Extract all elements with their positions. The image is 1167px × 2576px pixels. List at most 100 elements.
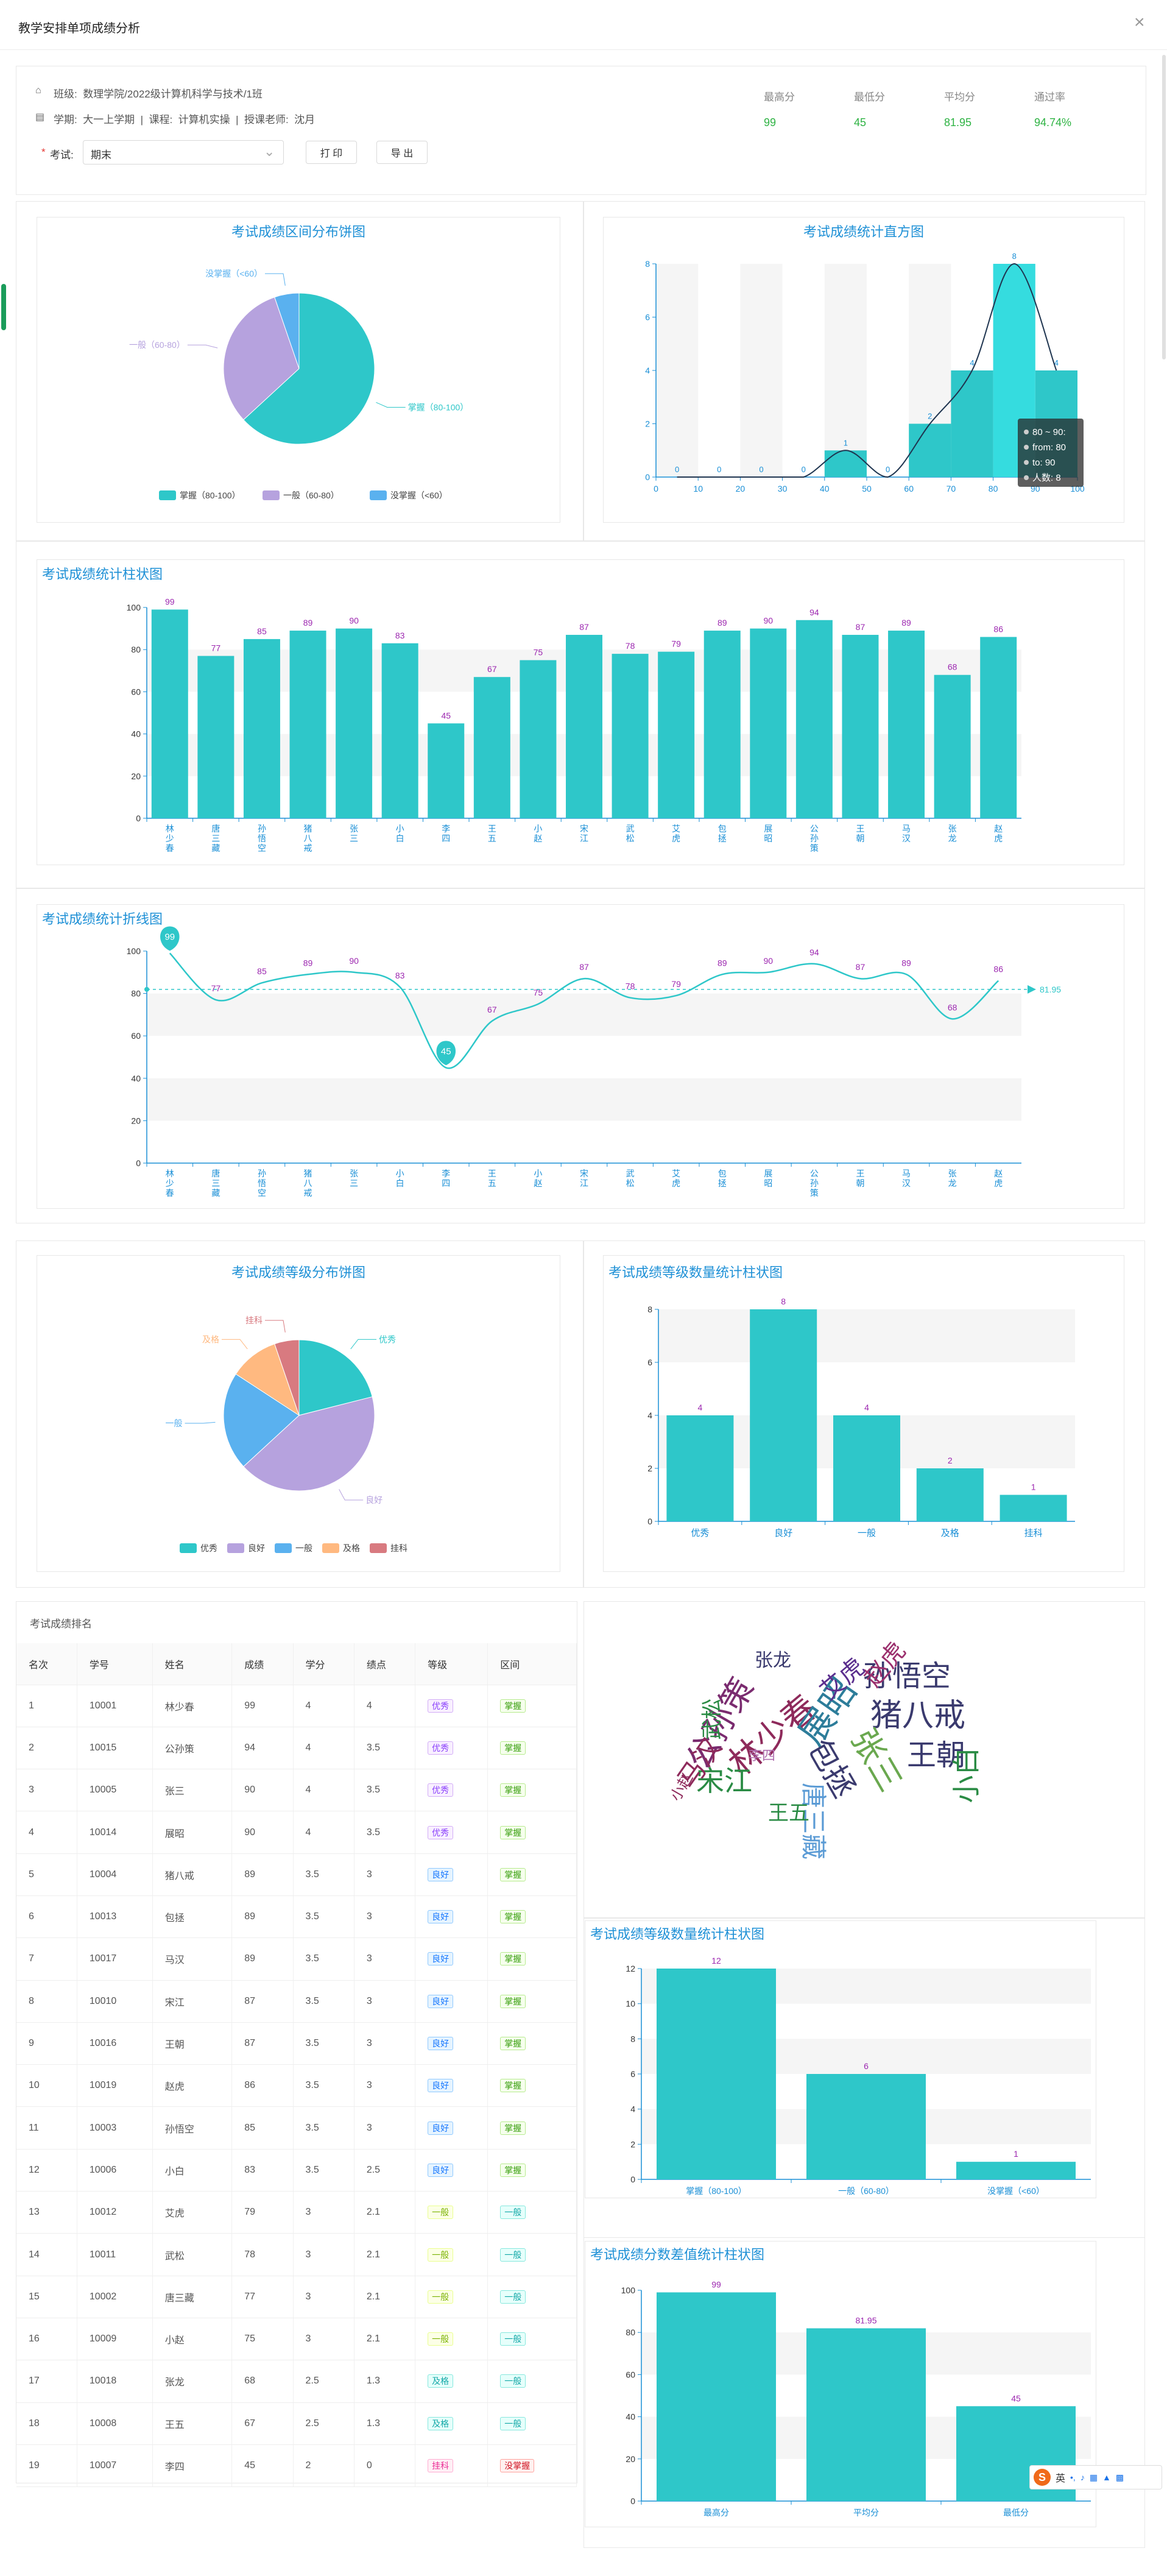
term-line: 学期: 大一上学期 | 课程: 计算机实操 | 授课老师: 沈月 bbox=[54, 114, 316, 126]
x-tick-label: 赵 bbox=[534, 833, 542, 843]
table-cell: 1 bbox=[16, 1685, 77, 1727]
x-tick-label: 艾 bbox=[672, 824, 680, 833]
x-tick-label: 孙 bbox=[810, 833, 819, 843]
ime-punct-icon[interactable]: •, bbox=[1070, 2472, 1076, 2482]
left-edge-handle[interactable] bbox=[1, 284, 6, 330]
x-tick-label: 公 bbox=[810, 1169, 819, 1178]
pie-label-line bbox=[221, 1339, 248, 1350]
score-line-chart: 020406080100林少春唐三藏孙悟空猪八戒张三小白李四王五小赵宋江武松艾虎… bbox=[127, 926, 1061, 1198]
x-tick-label: 藏 bbox=[211, 1188, 220, 1198]
bar bbox=[658, 651, 695, 818]
bar bbox=[833, 1415, 900, 1521]
pie-range-chart: 掌握（80-100） 一般（60-80） 没掌握（<60） 掌握（80-100） 一般（… bbox=[129, 269, 469, 500]
stat-pass-value: 94.74% bbox=[1034, 116, 1072, 129]
y-tick-label: 0 bbox=[136, 813, 141, 823]
range-tag: 掌握 bbox=[500, 1783, 526, 1797]
table-cell: 8 bbox=[16, 1980, 77, 2023]
table-cell: 3 bbox=[354, 2106, 416, 2150]
pie-label-line bbox=[339, 1489, 364, 1501]
tooltip-text: 80 ~ 90: bbox=[1032, 427, 1066, 437]
grade-tag: 良好 bbox=[428, 1910, 454, 1924]
ranking-header-cell: 姓名 bbox=[152, 1643, 233, 1685]
line-value-label: 90 bbox=[764, 956, 774, 966]
x-tick-label: 宋 bbox=[580, 824, 588, 833]
table-cell: 11 bbox=[16, 2106, 77, 2150]
legend-label: 良好 bbox=[248, 1543, 265, 1553]
legend-swatch bbox=[275, 1543, 292, 1553]
x-tick-label: 空 bbox=[258, 1188, 266, 1198]
x-tick-label: 小 bbox=[534, 824, 542, 833]
table-cell: 2.5 bbox=[354, 2149, 416, 2192]
x-tick-label: 林 bbox=[166, 1169, 174, 1178]
bar-value-label: 6 bbox=[864, 2061, 869, 2071]
table-cell: 83 bbox=[231, 2149, 294, 2192]
x-tick-label: 朝 bbox=[856, 1178, 864, 1188]
grade-tag: 挂科 bbox=[428, 2458, 454, 2472]
table-cell: 4 bbox=[293, 1685, 354, 1727]
table-cell: 掌握 bbox=[487, 2064, 577, 2107]
x-tick-label: 策 bbox=[810, 843, 819, 853]
x-tick-label: 展 bbox=[764, 824, 772, 833]
close-icon[interactable]: × bbox=[1134, 12, 1145, 32]
table-cell: 19 bbox=[16, 2444, 77, 2488]
ime-lang[interactable]: 英 bbox=[1056, 2474, 1066, 2484]
table-row: 14 10011 武松 78 3 2.1 一般 一般 bbox=[16, 2233, 577, 2276]
ranking-header-cell: 学号 bbox=[77, 1643, 153, 1685]
table-cell: 2.5 bbox=[293, 2360, 354, 2403]
exam-select[interactable]: 期末 ⌄ bbox=[83, 140, 284, 165]
x-tick-label: 张 bbox=[948, 824, 957, 833]
grade-tag: 优秀 bbox=[428, 1741, 454, 1755]
max-pin bbox=[160, 926, 180, 951]
x-tick-label: 四 bbox=[442, 833, 450, 843]
grid-icon[interactable]: ▩ bbox=[1115, 2472, 1124, 2482]
bar-value-label: 4 bbox=[864, 1403, 869, 1412]
table-cell: 4 bbox=[293, 1727, 354, 1770]
grade-tag: 良好 bbox=[428, 1867, 454, 1881]
mic-icon[interactable]: ♪ bbox=[1080, 2472, 1085, 2482]
grid-band bbox=[147, 1078, 1021, 1121]
x-tick-label: 虎 bbox=[672, 1178, 680, 1188]
x-tick-label: 小 bbox=[396, 1169, 404, 1178]
table-cell: 17 bbox=[16, 2360, 77, 2403]
table-cell: 4 bbox=[354, 1685, 416, 1727]
grade-tag: 良好 bbox=[428, 1952, 454, 1966]
bar-value-label: 79 bbox=[671, 639, 681, 649]
table-cell: 10015 bbox=[77, 1727, 153, 1770]
table-cell: 78 bbox=[231, 2233, 294, 2276]
ime-logo-icon[interactable]: S bbox=[1034, 2469, 1051, 2486]
x-tick-label: 60 bbox=[904, 484, 914, 494]
y-tick-label: 0 bbox=[645, 472, 650, 482]
ime-toolbar[interactable]: S 英 •, ♪ ▦ ▲ ▩ bbox=[1029, 2465, 1162, 2489]
export-button[interactable]: 导 出 bbox=[376, 141, 428, 164]
table-row: 15 10002 唐三藏 77 3 2.1 一般 一般 bbox=[16, 2276, 577, 2318]
print-button[interactable]: 打 印 bbox=[306, 141, 357, 164]
tooltip-text: to: 90 bbox=[1032, 458, 1056, 468]
pie-slice-label: 掌握（80-100） bbox=[408, 402, 469, 412]
bar-value-label: 85 bbox=[257, 626, 267, 636]
x-tick-label: 唐 bbox=[211, 824, 220, 833]
scrollbar-right[interactable] bbox=[1162, 55, 1166, 359]
bar bbox=[956, 2162, 1076, 2179]
keyboard-icon[interactable]: ▦ bbox=[1089, 2472, 1098, 2482]
table-cell: 10019 bbox=[77, 2064, 153, 2107]
line-value-label: 94 bbox=[809, 947, 819, 957]
bar-value-label: 45 bbox=[441, 710, 451, 720]
skin-icon[interactable]: ▲ bbox=[1102, 2472, 1111, 2482]
stat-max-label: 最高分 bbox=[764, 91, 795, 103]
x-tick-label: 三 bbox=[350, 1178, 358, 1188]
x-tick-label: 包 bbox=[718, 824, 727, 833]
table-cell: 3.5 bbox=[293, 1853, 354, 1896]
table-row: 4 10014 展昭 90 4 3.5 优秀 掌握 bbox=[16, 1811, 577, 1854]
grade-tag: 良好 bbox=[428, 2121, 454, 2135]
pie-slice-label: 良好 bbox=[365, 1495, 383, 1505]
grid-band bbox=[740, 264, 783, 477]
line-value-label: 87 bbox=[856, 962, 866, 972]
ranking-table-wrap: 名次 学号 姓名 成绩 学分 绩点 等级 区间 1 10001 林少春 99 4 4 优秀 掌握 2 10015… bbox=[16, 1643, 577, 2488]
x-tick-label: 孙 bbox=[258, 824, 266, 833]
x-tick-label: 王 bbox=[488, 1169, 496, 1178]
ranking-panel: 考试成绩排名 名次 学号 姓名 成绩 学分 绩点 等级 区间 1 10001 林少春 99 4 4 优秀掌… bbox=[16, 1601, 577, 2488]
x-tick-label: 掌握（80-100） bbox=[686, 2186, 747, 2196]
table-cell: 良好 bbox=[415, 1853, 488, 1896]
